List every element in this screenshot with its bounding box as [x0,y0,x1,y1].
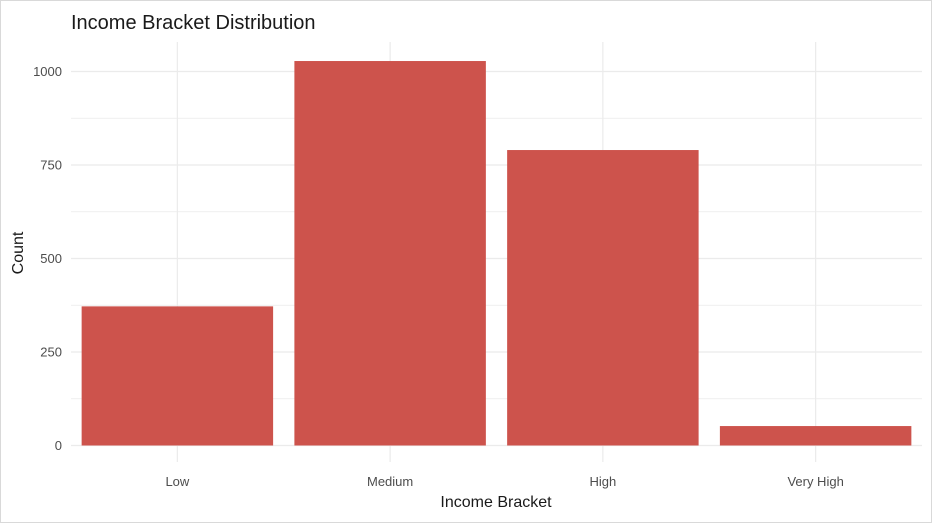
y-tick-label: 0 [55,438,62,453]
x-tick-label: Very High [787,474,843,489]
y-tick-label: 250 [40,345,62,360]
bar-medium [294,61,486,446]
x-tick-label: Low [165,474,189,489]
x-tick-label: High [590,474,617,489]
bar-high [507,150,699,446]
y-axis-title: Count [10,231,27,274]
y-tick-label: 1000 [33,64,62,79]
bar-very-high [719,426,912,446]
bars [81,61,912,446]
y-axis-ticks: 0 250 500 750 1000 [33,64,62,453]
x-axis-title: Income Bracket [440,494,552,511]
x-axis-ticks: Low Medium High Very High [165,474,843,489]
y-tick-label: 750 [40,158,62,173]
chart-title: Income Bracket Distribution [71,12,316,34]
y-tick-label: 500 [40,251,62,266]
bar-low [81,306,274,446]
gridlines [71,42,922,462]
x-tick-label: Medium [367,474,413,489]
